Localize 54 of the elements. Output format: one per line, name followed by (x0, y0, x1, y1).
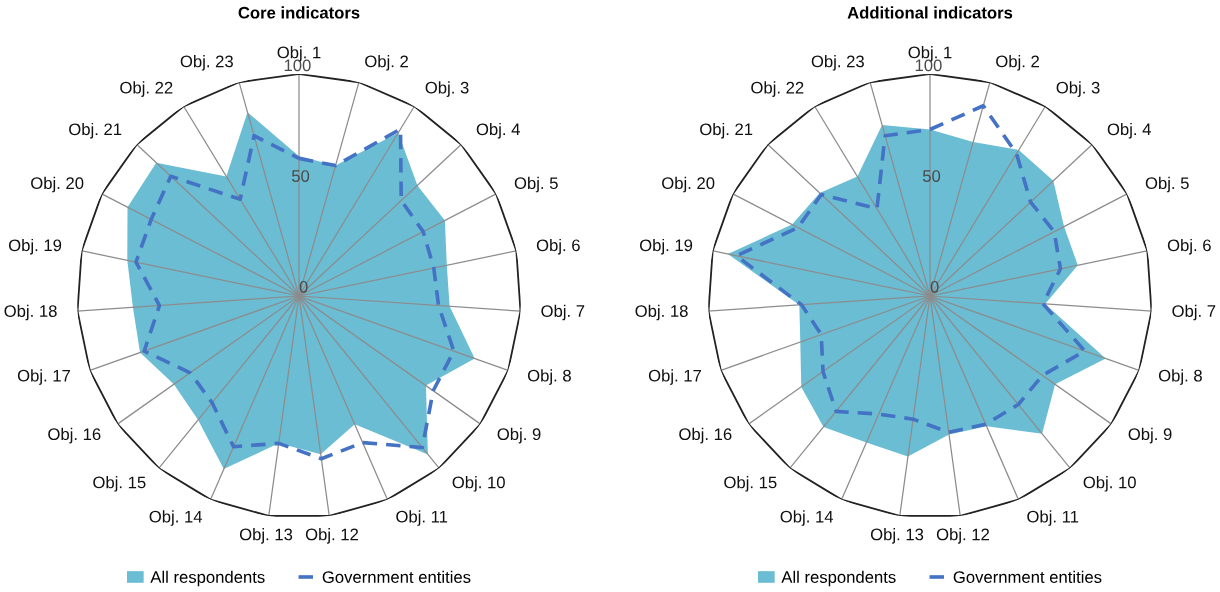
spoke-label: Obj. 11 (396, 510, 448, 526)
spoke-label: Obj. 12 (936, 528, 989, 544)
spoke-label: Obj. 3 (425, 81, 469, 97)
legend-label: Government entities (953, 570, 1102, 583)
spoke-label: Obj. 11 (1027, 510, 1079, 526)
spoke-label: Obj. 7 (541, 304, 585, 321)
spoke-label: Obj. 5 (1145, 176, 1189, 193)
spoke-label: Obj. 16 (679, 427, 732, 444)
spoke-label: Obj. 8 (1158, 369, 1202, 385)
spoke-label: Obj. 18 (635, 304, 688, 321)
spoke-label: Obj. 3 (1056, 81, 1100, 97)
spoke-label: Obj. 7 (1172, 304, 1216, 321)
spoke-label: Obj. 10 (1083, 476, 1136, 492)
spoke-label: Obj. 23 (180, 55, 233, 71)
spoke-label: Obj. 2 (365, 55, 408, 71)
legend-label: All respondents (150, 570, 265, 587)
spoke-label: Obj. 22 (120, 81, 173, 97)
spoke-label: Obj. 14 (780, 510, 834, 526)
spoke-label: Obj. 9 (497, 427, 541, 444)
spoke-label: Obj. 2 (996, 55, 1039, 71)
y-tick-label: 50 (922, 170, 941, 182)
spoke-label: Obj. 20 (31, 176, 84, 193)
spoke-label: Obj. 17 (648, 369, 702, 385)
spoke-label: Obj. 14 (149, 510, 203, 526)
spoke-label: Obj. 17 (17, 369, 71, 385)
spoke-label: Obj. 16 (48, 427, 101, 444)
spoke-label: Obj. 23 (811, 55, 864, 71)
spoke-label: Obj. 20 (662, 176, 715, 193)
spoke-label: Obj. 12 (305, 528, 358, 544)
chart-title: Additional indicators (847, 6, 1013, 19)
y-tick-label: 50 (291, 170, 310, 182)
spoke-label: Obj. 6 (1167, 238, 1211, 255)
spoke-label: Obj. 18 (4, 304, 57, 321)
spoke-label: Obj. 4 (476, 122, 520, 139)
spoke-label: Obj. 4 (1107, 122, 1151, 139)
spoke-label: Obj. 13 (870, 528, 924, 544)
legend-label: Government entities (322, 570, 471, 583)
spoke-label: Obj. 10 (452, 476, 505, 492)
spoke-label: Obj. 21 (69, 122, 122, 139)
spoke-label: Obj. 5 (514, 176, 558, 193)
spoke-label: Obj. 19 (639, 238, 693, 255)
spoke-label: Obj. 8 (527, 369, 571, 385)
spoke-label: Obj. 15 (93, 476, 146, 492)
y-tick-label: 0 (299, 280, 308, 293)
spoke-label: Obj. 6 (536, 238, 580, 255)
spoke-label: Obj. 13 (239, 528, 293, 544)
spoke-label: Obj. 9 (1128, 427, 1172, 444)
spoke-label: Obj. 22 (751, 81, 804, 97)
legend-label: All respondents (781, 570, 896, 587)
y-tick-label: 0 (930, 280, 939, 293)
spoke-label: Obj. 19 (8, 238, 62, 255)
spoke-label: Obj. 15 (724, 476, 777, 492)
spoke-label: Obj. 21 (700, 122, 753, 139)
chart-title: Core indicators (238, 6, 360, 19)
